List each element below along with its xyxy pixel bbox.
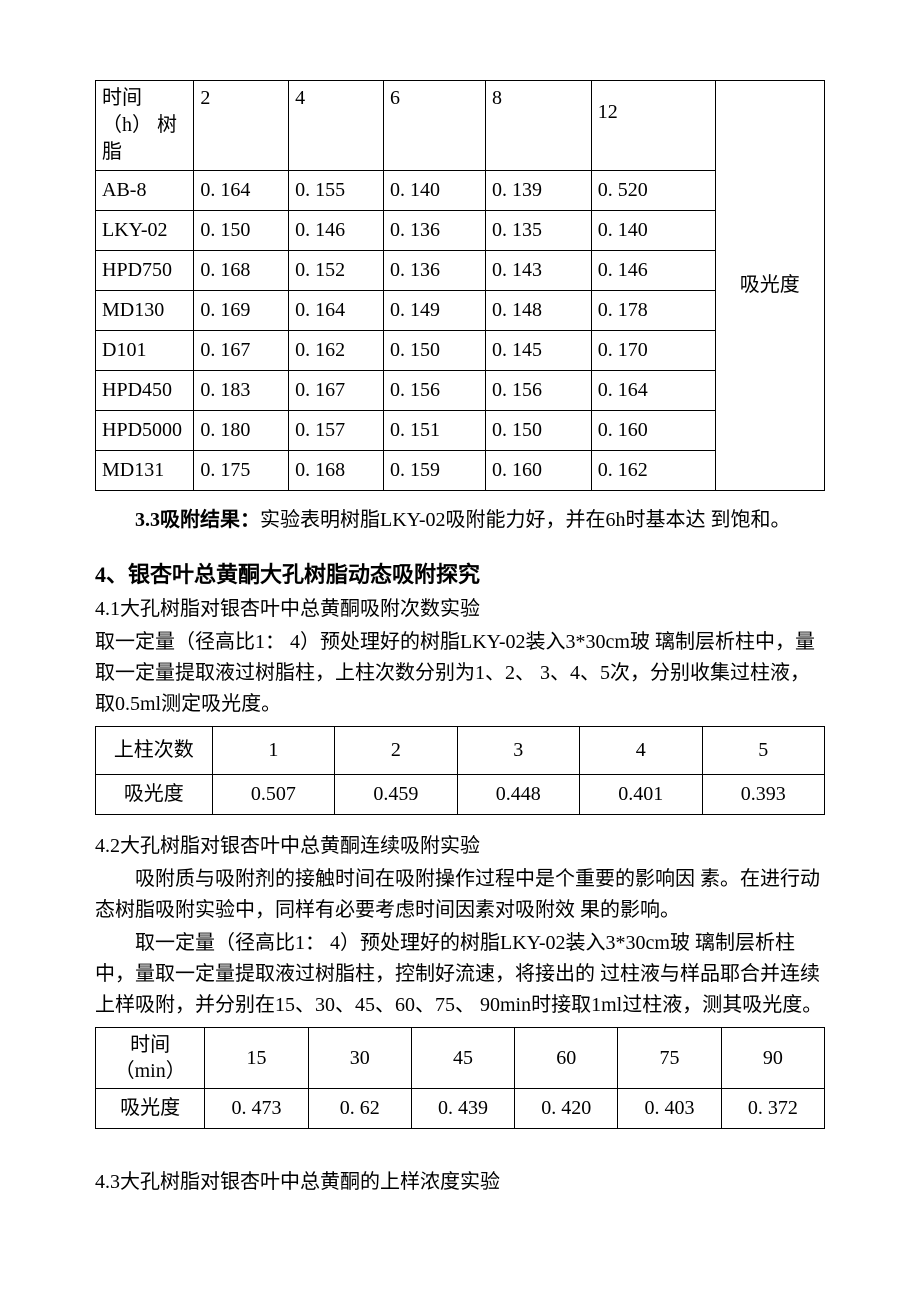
cell: 0. 157: [289, 411, 384, 451]
section-4-3-title: 4.3大孔树脂对银杏叶中总黄酮的上样浓度实验: [95, 1167, 825, 1198]
col-header: 时间 （min）: [96, 1028, 205, 1089]
section-4-2-p2: 取一定量（径高比1： 4）预处理好的树脂LKY-02装入3*30cm玻 璃制层析…: [95, 928, 825, 1021]
cell: 0. 473: [205, 1089, 308, 1129]
cell: 0. 520: [591, 171, 715, 211]
cell: 0. 150: [485, 411, 591, 451]
col-header: 90: [721, 1028, 824, 1089]
cell: 0. 180: [194, 411, 289, 451]
table-header-row: 时间（h） 树脂 2 4 6 8 12 吸光度: [96, 81, 825, 171]
cell: 0. 143: [485, 251, 591, 291]
cell: 0. 159: [383, 451, 485, 491]
cell: 0. 168: [289, 451, 384, 491]
col-header: 1: [212, 727, 334, 775]
col-header: 6: [383, 81, 485, 171]
cell: 0. 150: [194, 211, 289, 251]
cell: MD130: [96, 291, 194, 331]
cell: 0. 140: [591, 211, 715, 251]
col-header: 2: [335, 727, 457, 775]
section-3-3-text: 实验表明树脂LKY-02吸附能力好，并在6h时基本达 到饱和。: [260, 509, 791, 531]
side-label: 吸光度: [715, 81, 824, 491]
col-header: 12: [591, 81, 715, 171]
col-header: 2: [194, 81, 289, 171]
col-header: 4: [289, 81, 384, 171]
cell: HPD5000: [96, 411, 194, 451]
cell: 0. 420: [515, 1089, 618, 1129]
cell: 吸光度: [96, 1089, 205, 1129]
cell: 0. 175: [194, 451, 289, 491]
cell: 0. 145: [485, 331, 591, 371]
col-header: 15: [205, 1028, 308, 1089]
cell: 0. 167: [289, 371, 384, 411]
cell: 0. 183: [194, 371, 289, 411]
section-4-1-title: 4.1大孔树脂对银杏叶中总黄酮吸附次数实验: [95, 594, 825, 625]
cell: 0. 139: [485, 171, 591, 211]
table-header-row: 上柱次数 1 2 3 4 5: [96, 727, 825, 775]
cell: 0. 156: [383, 371, 485, 411]
cell: 0. 136: [383, 251, 485, 291]
cell: 0. 136: [383, 211, 485, 251]
cell: 0. 162: [289, 331, 384, 371]
cell: 0. 403: [618, 1089, 721, 1129]
cell: 0. 149: [383, 291, 485, 331]
cell: D101: [96, 331, 194, 371]
cell: 吸光度: [96, 775, 213, 815]
cell: 0. 151: [383, 411, 485, 451]
section-3-3-label: 3.3吸附结果：: [135, 509, 260, 531]
cell: 0.401: [580, 775, 702, 815]
table-resin-absorbance: 时间（h） 树脂 2 4 6 8 12 吸光度 AB-8 0. 164 0. 1…: [95, 80, 825, 491]
cell: 0. 178: [591, 291, 715, 331]
cell: 0. 152: [289, 251, 384, 291]
table-time-absorbance: 时间 （min） 15 30 45 60 75 90 吸光度 0. 473 0.…: [95, 1027, 825, 1129]
cell: HPD750: [96, 251, 194, 291]
cell: 0. 135: [485, 211, 591, 251]
cell: HPD450: [96, 371, 194, 411]
cell: MD131: [96, 451, 194, 491]
cell: LKY-02: [96, 211, 194, 251]
cell: 0. 372: [721, 1089, 824, 1129]
cell: 0. 140: [383, 171, 485, 211]
section-4-2-p1: 吸附质与吸附剂的接触时间在吸附操作过程中是个重要的影响因 素。在进行动态树脂吸附…: [95, 864, 825, 926]
cell: 0.459: [335, 775, 457, 815]
cell: 0. 62: [308, 1089, 411, 1129]
cell: 0. 162: [591, 451, 715, 491]
cell: 0. 168: [194, 251, 289, 291]
table-row: 吸光度 0. 473 0. 62 0. 439 0. 420 0. 403 0.…: [96, 1089, 825, 1129]
cell: 0. 164: [194, 171, 289, 211]
col-header: 3: [457, 727, 579, 775]
cell: 0. 160: [591, 411, 715, 451]
col-header: 30: [308, 1028, 411, 1089]
cell: 0.448: [457, 775, 579, 815]
cell: 0. 164: [289, 291, 384, 331]
col-header: 8: [485, 81, 591, 171]
cell: 0.393: [702, 775, 825, 815]
cell: 0. 155: [289, 171, 384, 211]
col-header: 时间（h） 树脂: [96, 81, 194, 171]
cell: 0. 169: [194, 291, 289, 331]
cell: 0. 439: [411, 1089, 514, 1129]
cell: 0. 170: [591, 331, 715, 371]
section-4-heading: 4、银杏叶总黄酮大孔树脂动态吸附探究: [95, 558, 825, 592]
cell: 0. 150: [383, 331, 485, 371]
cell: 0. 167: [194, 331, 289, 371]
col-header: 上柱次数: [96, 727, 213, 775]
section-3-3: 3.3吸附结果：实验表明树脂LKY-02吸附能力好，并在6h时基本达 到饱和。: [95, 505, 825, 536]
cell: 0. 146: [289, 211, 384, 251]
section-4-2-title: 4.2大孔树脂对银杏叶中总黄酮连续吸附实验: [95, 831, 825, 862]
table-row: 吸光度 0.507 0.459 0.448 0.401 0.393: [96, 775, 825, 815]
cell: 0. 146: [591, 251, 715, 291]
col-header: 5: [702, 727, 825, 775]
cell: 0. 160: [485, 451, 591, 491]
col-header: 45: [411, 1028, 514, 1089]
table-header-row: 时间 （min） 15 30 45 60 75 90: [96, 1028, 825, 1089]
cell: 0. 148: [485, 291, 591, 331]
col-header: 60: [515, 1028, 618, 1089]
col-header: 75: [618, 1028, 721, 1089]
cell: AB-8: [96, 171, 194, 211]
cell: 0. 156: [485, 371, 591, 411]
col-header: 4: [580, 727, 702, 775]
table-column-count: 上柱次数 1 2 3 4 5 吸光度 0.507 0.459 0.448 0.4…: [95, 726, 825, 815]
cell: 0. 164: [591, 371, 715, 411]
cell: 0.507: [212, 775, 334, 815]
section-4-1-body: 取一定量（径高比1： 4）预处理好的树脂LKY-02装入3*30cm玻 璃制层析…: [95, 627, 825, 720]
